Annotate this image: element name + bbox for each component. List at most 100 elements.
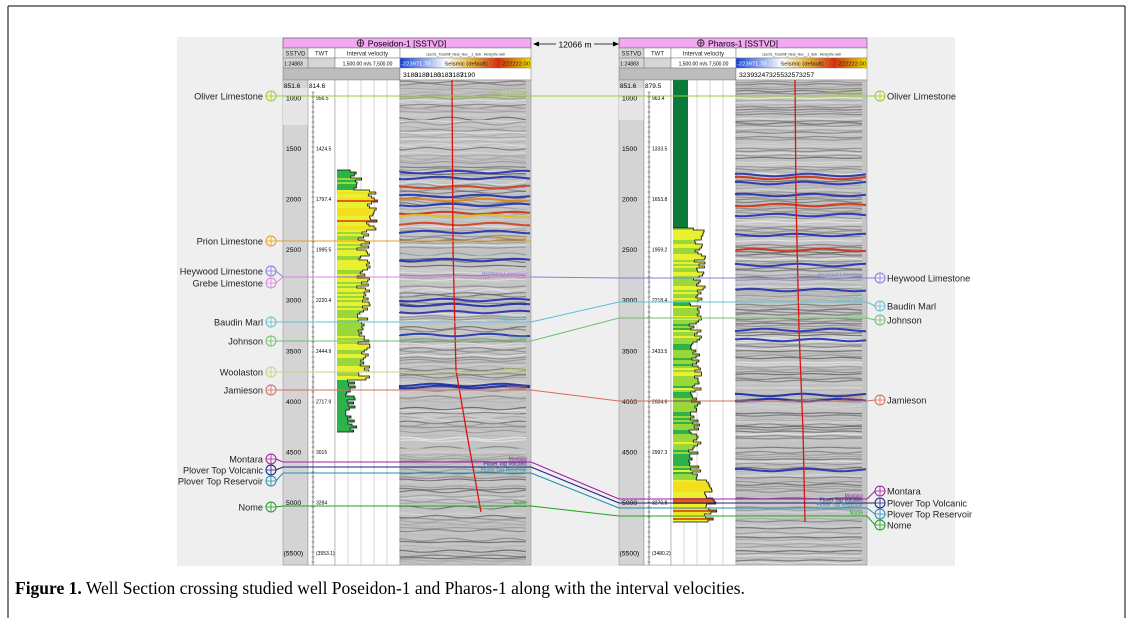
velocity-log	[673, 418, 691, 420]
top-label: Plover Top Reservoir	[887, 510, 972, 520]
velocity-log	[337, 264, 366, 266]
velocity-log	[673, 450, 689, 452]
velocity-log	[673, 344, 692, 346]
figure: Poseidon-1 [SSTVD]SSTVDTWTInterval veloc…	[0, 0, 1133, 618]
velocity-log	[337, 202, 372, 204]
top-label: Johnson	[887, 316, 922, 326]
velocity-log	[673, 314, 697, 316]
top-label: Plover Top Volcanic	[887, 499, 967, 509]
velocity-log	[337, 338, 364, 340]
scale-label: 1:24883	[620, 62, 639, 68]
depth-label: 1500	[286, 146, 301, 153]
velocity-log	[337, 266, 370, 268]
velocity-log	[673, 446, 694, 448]
header-label: TWT	[651, 52, 664, 58]
velocity-log	[337, 350, 364, 352]
velocity-log	[673, 440, 693, 442]
header-label: Interval velocity	[683, 52, 724, 58]
velocity-log	[337, 244, 361, 246]
velocity-log	[673, 246, 702, 248]
velocity-log	[337, 204, 368, 206]
velocity-log	[337, 312, 360, 314]
header-cell	[308, 58, 335, 68]
velocity-log	[673, 332, 697, 334]
velocity-range: 1,500.00 m/s 7,500.00	[343, 62, 393, 68]
velocity-log	[673, 236, 701, 238]
velocity-log	[673, 476, 697, 478]
depth-label: 4500	[622, 450, 637, 457]
top-seismic-label: Johnson	[508, 336, 527, 342]
trace-number: 3255	[769, 72, 784, 79]
velocity-log	[337, 180, 356, 182]
velocity-log	[673, 496, 706, 498]
velocity-log	[673, 342, 693, 344]
velocity-log	[673, 290, 697, 292]
velocity-log	[673, 264, 699, 266]
velocity-log	[673, 268, 697, 270]
velocity-log	[673, 406, 695, 408]
depth-start: 851.6	[284, 83, 301, 90]
depth-start: 851.6	[620, 83, 637, 90]
header-cell	[283, 68, 400, 80]
velocity-log	[673, 380, 698, 382]
depth-label: 4000	[622, 399, 637, 406]
spacing-label: 12066 m	[558, 40, 591, 50]
well-title: Pharos-1 [SSTVD]	[708, 39, 778, 49]
twt-label: 1995.5	[316, 248, 332, 254]
velocity-log	[337, 360, 361, 362]
velocity-log	[673, 254, 702, 256]
velocity-log	[673, 370, 695, 372]
depth-label: 2500	[622, 247, 637, 254]
velocity-log	[337, 182, 357, 184]
caption-label: Figure 1.	[15, 578, 82, 598]
velocity-log	[673, 242, 695, 244]
top-label: Plover Top Volcanic	[183, 466, 263, 476]
top-label: Jamieson	[224, 386, 263, 396]
top-label: Oliver Limestone	[887, 92, 956, 102]
header-label: zsoch1_Tosdmff_Near_Nov__1_Sub : Along t…	[426, 53, 505, 57]
top-label: Baudin Marl	[887, 302, 936, 312]
velocity-log	[673, 504, 706, 506]
velocity-log	[673, 392, 690, 394]
seismic-max: 222222.00	[839, 62, 866, 68]
velocity-log	[673, 328, 691, 330]
seismic-name: Seismic (default)	[444, 62, 487, 68]
velocity-log	[337, 252, 367, 254]
depth-label: (5500)	[620, 551, 640, 558]
velocity-log	[673, 460, 689, 462]
velocity-log	[673, 348, 691, 350]
velocity-log	[673, 472, 692, 474]
velocity-log	[673, 462, 690, 464]
twt-start: 814.6	[309, 83, 326, 90]
twt-label: 963.4	[652, 96, 665, 102]
velocity-log	[337, 314, 357, 316]
velocity-log	[337, 206, 369, 208]
velocity-log	[673, 292, 701, 294]
header-label: SSTVD	[621, 52, 642, 58]
velocity-log	[673, 464, 690, 466]
velocity-log	[673, 270, 697, 272]
velocity-log	[337, 196, 371, 198]
velocity-log	[337, 216, 370, 218]
trace-number: 3190	[460, 72, 475, 79]
twt-label: (3480.2)	[652, 551, 671, 557]
depth-label: 4500	[286, 450, 301, 457]
velocity-log	[337, 330, 358, 332]
velocity-log	[337, 410, 346, 412]
velocity-log	[673, 312, 699, 314]
velocity-log	[337, 316, 357, 318]
twt-label: 956.5	[316, 96, 329, 102]
velocity-log	[337, 374, 359, 376]
twt-label: 2218.4	[652, 298, 668, 304]
velocity-log	[673, 346, 690, 348]
depth-track-top	[619, 88, 644, 120]
scale-label: 1:24883	[284, 62, 303, 68]
top-seismic-label: Johnson	[844, 313, 863, 319]
velocity-log	[337, 380, 347, 382]
trace-number: 3257	[784, 72, 799, 79]
velocity-log	[337, 358, 363, 360]
velocity-log	[337, 198, 374, 200]
velocity-log	[337, 294, 366, 296]
velocity-log	[337, 428, 350, 430]
header-label: zsoch1_Tosdmff_Near_Nov__1_Sub : Along t…	[762, 53, 841, 57]
